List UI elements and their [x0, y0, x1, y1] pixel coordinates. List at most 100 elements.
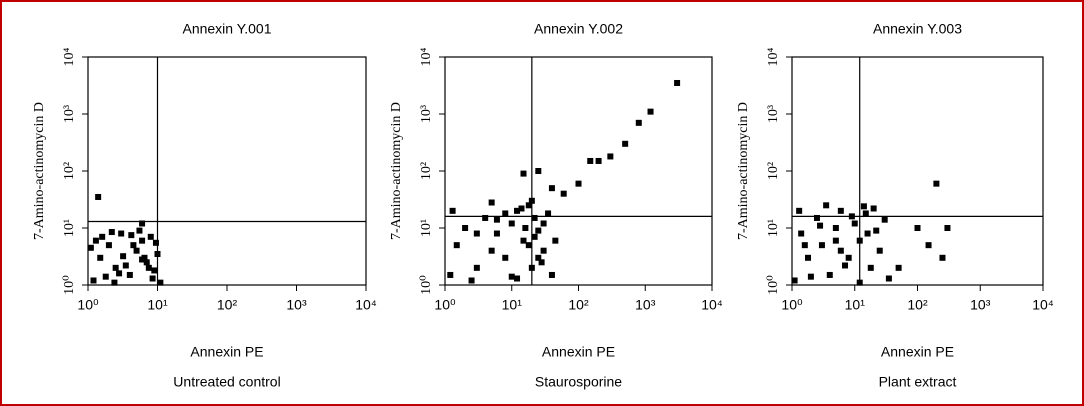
- event-dot: [126, 271, 133, 278]
- event-dot: [796, 207, 803, 214]
- x-tick-label: 10²: [217, 297, 238, 313]
- x-tick-label: 10²: [568, 297, 589, 313]
- x-tick-label: 10²: [907, 297, 928, 313]
- event-dot: [876, 247, 883, 254]
- y-tick-label: 10²: [766, 162, 781, 180]
- event-dot: [147, 233, 154, 240]
- plot-title: Annexin Y.001: [182, 21, 271, 37]
- x-tick-label: 10³: [970, 297, 991, 313]
- y-tick-label: 10⁴: [766, 47, 781, 66]
- x-tick-label: 10⁰: [781, 297, 803, 313]
- event-dot: [468, 277, 475, 284]
- event-dot: [647, 108, 654, 115]
- event-dot: [622, 140, 629, 147]
- event-dot: [488, 247, 495, 254]
- event-dot: [449, 207, 456, 214]
- event-dot: [845, 254, 852, 261]
- event-dot: [914, 225, 921, 231]
- event-dot: [856, 237, 863, 244]
- event-dot: [535, 168, 542, 174]
- event-dot: [933, 180, 940, 187]
- event-dot: [548, 185, 555, 192]
- event-dot: [149, 275, 156, 282]
- event-dot: [856, 279, 863, 286]
- event-dot: [635, 119, 642, 126]
- event-dot: [540, 247, 547, 254]
- plot-frame: [87, 56, 367, 286]
- event-dot: [674, 79, 681, 86]
- event-dot: [111, 279, 118, 286]
- event-dot: [805, 254, 812, 261]
- event-dot: [102, 273, 109, 280]
- event-dot: [488, 199, 495, 206]
- event-dot: [540, 220, 547, 227]
- event-dot: [848, 213, 855, 220]
- plot-frame: [444, 56, 713, 286]
- x-tick-label: 10³: [286, 297, 307, 313]
- event-dot: [538, 259, 545, 266]
- event-dot: [99, 233, 106, 240]
- y-tick-label: 10²: [62, 162, 77, 180]
- y-axis-label: 7-Amino-actinomycin D: [32, 102, 47, 240]
- y-tick-label: 10⁰: [62, 275, 77, 295]
- event-dot: [108, 229, 115, 236]
- event-dot: [128, 232, 135, 239]
- y-tick-label: 10⁴: [419, 47, 434, 66]
- event-dot: [447, 271, 454, 278]
- plot-title: Annexin Y.002: [534, 21, 623, 37]
- event-dot: [531, 214, 538, 221]
- event-dot: [525, 242, 532, 249]
- y-tick-label: 10²: [419, 162, 434, 180]
- x-axis-label: Annexin PE: [190, 344, 263, 360]
- event-dot: [139, 237, 146, 244]
- event-dot: [885, 275, 892, 282]
- event-dot: [939, 254, 946, 261]
- event-dot: [151, 267, 158, 274]
- event-dot: [851, 220, 858, 227]
- event-dot: [136, 227, 143, 234]
- y-tick-label: 10¹: [62, 219, 77, 237]
- y-tick-label: 10⁴: [62, 47, 77, 66]
- event-dot: [895, 264, 902, 271]
- event-dot: [514, 207, 521, 214]
- x-tick-label: 10¹: [502, 297, 523, 313]
- event-dot: [870, 205, 877, 212]
- event-dot: [133, 247, 140, 254]
- x-tick-label: 10⁴: [1032, 297, 1054, 313]
- event-dot: [122, 262, 129, 269]
- y-tick-label: 10¹: [419, 219, 434, 237]
- event-dot: [493, 216, 500, 223]
- event-dot: [112, 264, 119, 271]
- event-dot: [90, 277, 97, 284]
- event-dot: [791, 277, 798, 284]
- event-dot: [837, 207, 844, 214]
- y-axis-label: 7-Amino-actinomycin D: [389, 102, 404, 240]
- event-dot: [453, 242, 460, 249]
- event-dot: [105, 242, 112, 249]
- y-tick-label: 10³: [62, 105, 77, 123]
- event-dot: [154, 250, 161, 257]
- event-dot: [837, 247, 844, 254]
- event-dot: [826, 271, 833, 278]
- event-dot: [462, 225, 469, 231]
- event-dot: [575, 180, 582, 187]
- event-dot: [130, 242, 137, 249]
- event-dot: [842, 262, 849, 269]
- x-tick-label: 10⁴: [355, 297, 377, 313]
- event-dot: [862, 210, 869, 217]
- event-dot: [535, 254, 542, 261]
- event-dot: [87, 244, 94, 251]
- x-tick-label: 10⁴: [701, 297, 723, 313]
- event-dot: [560, 190, 567, 197]
- plot-title: Annexin Y.003: [873, 21, 962, 37]
- event-dot: [97, 254, 104, 261]
- event-dot: [120, 253, 127, 260]
- event-dot: [118, 230, 125, 237]
- event-dot: [925, 242, 932, 249]
- event-dot: [522, 225, 529, 231]
- event-dot: [881, 216, 888, 223]
- event-dot: [493, 230, 500, 237]
- event-dot: [520, 170, 527, 177]
